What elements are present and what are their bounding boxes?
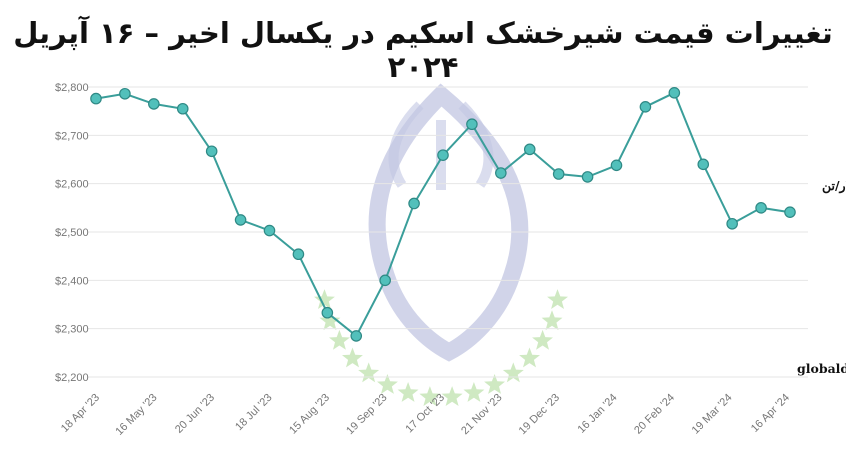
- data-point: [350, 330, 363, 342]
- data-point: [205, 145, 218, 158]
- data-point: [408, 197, 420, 210]
- y-tick-label: $2,700: [55, 130, 89, 142]
- watermark-drop-shape: [368, 83, 529, 362]
- data-point: [552, 168, 565, 180]
- x-tick-label: 15 Aug '23: [287, 392, 332, 437]
- x-tick-label: 18 Apr '23: [59, 392, 102, 435]
- watermark-star-icon: [342, 347, 363, 368]
- watermark-star-icon: [358, 362, 380, 383]
- y-axis-ticks: $2,200 $2,300 $2,400 $2,500 $2,600 $2,700 $2,8…: [55, 82, 89, 384]
- watermark-star-icon: [329, 329, 350, 350]
- watermark-star-icon: [319, 310, 341, 331]
- data-point: [148, 98, 160, 110]
- x-tick-label: 20 Feb '24: [632, 392, 677, 437]
- x-tick-label: 19 Mar '24: [690, 392, 735, 437]
- y-tick-label: $2,600: [55, 179, 89, 191]
- y-tick-label: $2,800: [55, 82, 89, 94]
- data-point: [668, 87, 681, 99]
- y-tick-label: $2,400: [55, 275, 89, 287]
- x-tick-label: 18 Jul '23: [233, 392, 275, 434]
- data-point: [90, 92, 102, 105]
- data-point: [466, 118, 478, 131]
- grid-lines: [88, 86, 808, 378]
- data-point: [523, 143, 536, 156]
- watermark-star-icon: [541, 310, 563, 331]
- data-point: [119, 87, 131, 100]
- data-point: [263, 224, 276, 237]
- data-point: [581, 171, 594, 183]
- watermark-star-icon: [441, 386, 463, 406]
- source-label: منبع:globaldairytrade: [797, 361, 846, 377]
- y-tick-label: $2,500: [55, 227, 89, 239]
- x-tick-label: 16 Jan '24: [575, 392, 619, 436]
- last-value-label: 2541دلار/تن: [822, 178, 846, 194]
- data-point: [292, 248, 305, 261]
- data-point: [495, 167, 507, 179]
- x-tick-label: 21 Nov '23: [459, 392, 504, 437]
- watermark-star-icon: [547, 289, 568, 309]
- data-point: [639, 101, 652, 113]
- data-point: [784, 206, 796, 218]
- data-point: [610, 159, 623, 172]
- x-tick-label: 19 Sep '23: [344, 392, 389, 437]
- data-point: [437, 149, 449, 161]
- data-point: [755, 202, 767, 214]
- watermark-star-icon: [377, 374, 398, 394]
- data-points: [90, 87, 796, 342]
- data-point: [726, 217, 738, 230]
- chart-title: تغییرات قیمت شیرخشک اسکیم در یکسال اخیر …: [13, 16, 833, 84]
- x-tick-label: 19 Dec '23: [517, 392, 562, 437]
- data-point: [697, 158, 710, 171]
- data-point: [176, 102, 189, 115]
- watermark-star-icon: [314, 289, 335, 309]
- watermark-logo: [314, 83, 568, 406]
- watermark-star-icon: [484, 374, 505, 394]
- watermark-star-icon: [502, 362, 524, 383]
- y-tick-label: $2,200: [55, 372, 89, 384]
- y-tick-label: $2,300: [55, 324, 89, 336]
- x-tick-label: 20 Jun '23: [173, 392, 217, 436]
- data-point: [379, 274, 391, 287]
- x-tick-label: 16 May '23: [113, 392, 159, 438]
- watermark-star-icon: [532, 329, 553, 350]
- data-point: [321, 306, 334, 319]
- watermark-star-icon: [463, 382, 485, 402]
- x-tick-label: 16 Apr '24: [749, 392, 792, 435]
- data-point: [234, 214, 247, 226]
- watermark-star-icon: [397, 382, 419, 402]
- watermark-star-icon: [519, 347, 540, 368]
- watermark-star-icon: [419, 386, 441, 406]
